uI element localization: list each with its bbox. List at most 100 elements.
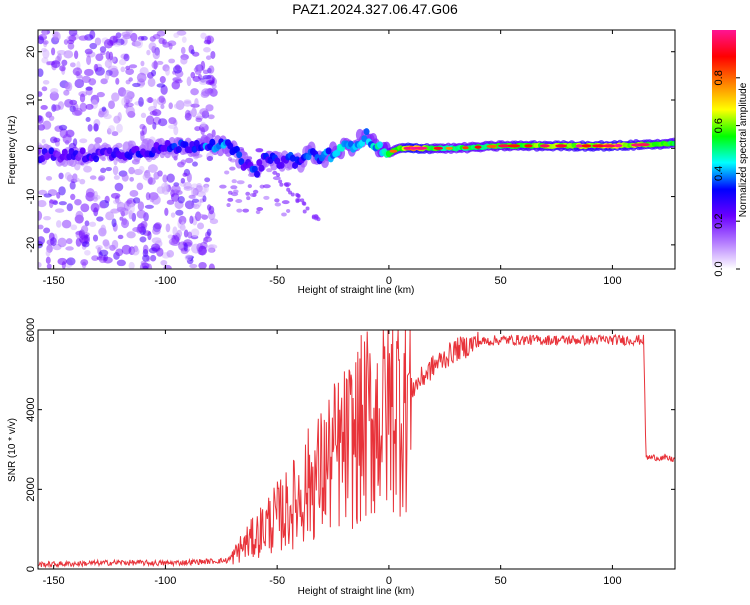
spectrogram-noise-cell (56, 220, 62, 228)
spectrogram-noise-cell (51, 47, 56, 56)
spectrogram-noise-cell (71, 109, 82, 116)
spectrogram-peak (524, 144, 533, 148)
spectrogram-noise-cell (79, 102, 87, 112)
spectrogram-noise-cell (140, 60, 145, 67)
spectrogram-noise-cell (63, 89, 70, 96)
spectrogram-noise-cell (180, 57, 188, 65)
colorbar: 0.0 0.2 0.4 0.6 0.8 Normalized spectral ampl… (712, 30, 749, 277)
spectrogram-noise-cell (197, 222, 205, 230)
spectrogram-noise-cell (146, 72, 154, 79)
spectrogram-noise-cell (209, 218, 219, 225)
spectrogram-noise-cell (180, 159, 187, 165)
spectrogram-peak (507, 144, 521, 148)
spectrogram-noise-cell (157, 118, 168, 127)
spectrogram-noise-cell (136, 72, 147, 83)
spectrogram-ridge-core (672, 141, 675, 147)
spectrogram-noise-cell (190, 49, 195, 55)
spectrogram-noise-cell (272, 170, 278, 175)
spectrogram-noise-cell (73, 177, 80, 182)
spectrogram-noise-cell (170, 184, 181, 194)
spectrogram-peak (497, 144, 510, 148)
spectrogram-tail-cell (302, 201, 307, 206)
spectrogram-ridge-core (363, 128, 370, 136)
spectrogram-noise-cell (247, 184, 252, 189)
spectrogram-noise-cell (98, 175, 106, 181)
spectrogram-noise-cell (63, 39, 69, 45)
spectrogram-noise-cell (165, 223, 171, 233)
spectrogram-noise-cell (119, 58, 127, 66)
spectrogram-noise-cell (50, 88, 59, 94)
spectrogram-noise-cell (69, 181, 76, 190)
spectrogram-heatmap (38, 30, 675, 269)
spectrogram-noise-cell (56, 49, 67, 55)
y-tick-label: -10 (25, 189, 37, 205)
spectrogram-noise-cell (173, 32, 180, 39)
spectrogram-noise-cell (152, 33, 161, 40)
spectrogram-noise-cell (66, 238, 73, 245)
spectrogram-noise-cell (138, 165, 145, 173)
spectrogram-noise-cell (190, 88, 199, 96)
spectrogram-noise-cell (38, 68, 44, 77)
spectrogram-noise-cell (108, 100, 115, 110)
spectrogram-noise-cell (141, 125, 147, 135)
spectrogram-noise-cell (180, 221, 186, 230)
spectrogram-noise-cell (198, 261, 207, 269)
spectrogram-noise-cell (99, 201, 107, 209)
spectrogram-noise-cell (168, 102, 173, 110)
spectrogram-noise-cell (152, 49, 160, 60)
x-tick-label: -50 (269, 575, 285, 587)
spectrogram-noise-cell (93, 123, 99, 132)
spectrogram-noise-cell (175, 209, 184, 216)
spectrogram-noise-cell (147, 164, 158, 173)
spectrogram-noise-cell (59, 65, 66, 72)
spectrogram-noise-cell (266, 168, 273, 173)
spectrogram-noise-cell (137, 201, 145, 211)
spectrogram-ridge-core (66, 153, 73, 161)
spectrogram-noise-cell (111, 92, 120, 102)
spectrogram-noise-cell (181, 36, 187, 43)
spectrogram-noise-cell (41, 138, 46, 144)
spectrogram-peak (592, 144, 606, 148)
spectrogram-noise-cell (170, 212, 176, 218)
spectrogram-tail-cell (279, 182, 284, 187)
spectrogram-noise-cell (62, 133, 72, 144)
spectrogram-noise-cell (200, 32, 207, 39)
spectrogram-noise-cell (192, 204, 200, 210)
spectrogram-noise-cell (136, 209, 147, 219)
spectrogram-noise-cell (167, 234, 174, 239)
spectrogram-noise-cell (245, 191, 251, 196)
spectrogram-peak (486, 144, 497, 148)
spectrogram-noise-cell (166, 249, 175, 258)
spectrogram-noise-cell (205, 55, 212, 60)
spectrogram-noise-cell (70, 224, 78, 231)
spectrogram-noise-cell (125, 102, 134, 108)
spectrogram-noise-cell (103, 113, 112, 120)
spectrogram-noise-cell (227, 190, 233, 195)
spectrogram-noise-cell (78, 35, 89, 41)
spectrogram-noise-cell (116, 201, 125, 212)
spectrogram-noise-cell (135, 38, 143, 49)
spectrogram-noise-cell (165, 67, 170, 76)
spectrogram-tail-cell (276, 172, 281, 177)
spectrogram-noise-cell (202, 237, 208, 244)
spectrogram-noise-cell (168, 58, 176, 64)
spectrogram-noise-cell (163, 264, 172, 269)
spectrogram-noise-cell (166, 173, 175, 183)
spectrogram-noise-cell (176, 30, 187, 36)
spectrogram-noise-cell (89, 30, 96, 40)
spectrogram-noise-cell (84, 68, 94, 77)
spectrogram-noise-cell (41, 47, 47, 53)
colorbar-gradient (712, 30, 736, 269)
spectrogram-peak (575, 144, 584, 148)
spectrogram-ridge-core (175, 145, 182, 153)
spectrogram-noise-cell (94, 37, 102, 46)
spectrogram-ridge-core (227, 142, 234, 150)
spectrogram-noise-cell (152, 121, 157, 130)
spectrogram-noise-cell (130, 32, 138, 42)
spectrogram-noise-cell (105, 211, 115, 221)
spectrogram-noise-cell (116, 259, 126, 267)
spectrogram-noise-cell (129, 190, 139, 197)
spectrogram-noise-cell (121, 31, 131, 38)
spectrogram-noise-cell (196, 213, 206, 219)
